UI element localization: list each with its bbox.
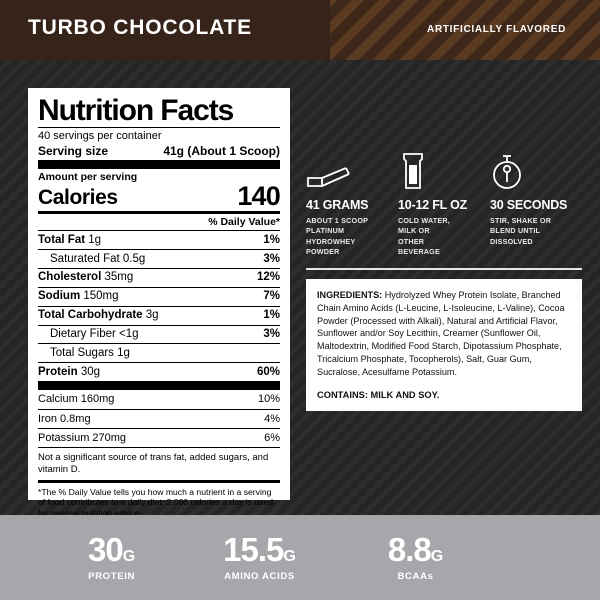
vitamin-percent: 6% [264,431,280,444]
stat-label: PROTEIN [88,571,135,582]
nutrient-row: Cholesterol 35mg 12% [38,267,280,287]
calories-value: 140 [237,181,280,212]
stat-number: 15.5 [223,531,284,568]
direction-subtext: STIR, SHAKE OR BLEND UNTIL DISSOLVED [490,216,552,246]
stat-number: 30 [88,531,124,568]
nutrient-label: Dietary Fiber <1g [50,328,139,341]
vitamin-percent: 10% [257,393,280,406]
ingredients-label: INGREDIENTS: [317,289,383,300]
nutrient-percent: 7% [263,290,280,303]
vitamin-row: Potassium 270mg 6% [38,427,280,447]
servings-per-container: 40 servings per container [38,130,162,143]
direction-item-time: 30 SECONDS STIR, SHAKE OR BLEND UNTIL DI… [490,150,582,258]
direction-heading: 41 GRAMS [306,198,369,212]
vitamin-row: Calcium 160mg 10% [38,390,280,408]
stat-label: BCAAs [397,571,434,582]
vitamin-row-list: Calcium 160mg 10% Iron 0.8mg 4% Potassium 27… [38,390,280,447]
stat-value: 8.8G [388,533,443,566]
section-divider [306,267,582,270]
allergen-contains-statement: CONTAINS: MILK AND SOY. [317,390,440,401]
nutrient-row-list: Total Fat 1g 1% Saturated Fat 0.5g 3% Choles… [38,230,280,381]
nutrient-percent: 3% [263,252,280,265]
amount-per-serving-label: Amount per serving [38,171,138,184]
nutrient-row: Sodium 150mg 7% [38,286,280,306]
stats-bar: 30G PROTEIN 15.5G AMINO ACIDS 8.8G BCAAs [0,515,600,600]
nutrient-label: Protein 30g [38,365,101,378]
direction-item-liquid: 10-12 FL OZ COLD WATER, MILK OR OTHER BE… [398,150,490,258]
direction-subtext: COLD WATER, MILK OR OTHER BEVERAGE [398,216,450,257]
stat-value: 30G [88,533,135,566]
stat-amino-acids: 15.5G AMINO ACIDS [223,533,296,582]
right-column: 41 GRAMS ABOUT 1 SCOOP PLATINUM HYDROWHE… [306,150,582,412]
nutrient-label: Saturated Fat 0.5g [50,252,146,265]
direction-item-scoop: 41 GRAMS ABOUT 1 SCOOP PLATINUM HYDROWHE… [306,150,398,258]
vitamin-label: Calcium 160mg [38,393,115,406]
serving-size-value: 41g (About 1 Scoop) [163,144,280,159]
nutrient-percent: 60% [256,365,280,378]
ingredients-panel: INGREDIENTS: Hydrolyzed Whey Protein Iso… [306,278,582,412]
ingredients-body: Hydrolyzed Whey Protein Isolate, Branche… [317,289,565,378]
nutrient-percent: 1% [263,233,280,246]
directions-row: 41 GRAMS ABOUT 1 SCOOP PLATINUM HYDROWHE… [306,150,582,258]
daily-value-header: % Daily Value* [208,216,280,229]
direction-heading: 30 SECONDS [490,198,568,212]
nutrient-label: Total Carbohydrate 3g [38,309,159,322]
nutrient-label: Total Fat 1g [38,233,102,246]
nutrient-row: Saturated Fat 0.5g 3% [38,249,280,268]
nutrient-row: Total Sugars 1g [38,343,280,362]
vitamin-percent: 4% [264,412,280,425]
header-bar: TURBO CHOCOLATE ARTIFICIALLY FLAVORED [0,0,600,60]
header-stripe-pattern [330,0,600,60]
stopwatch-icon [490,150,582,192]
nutrient-row: Protein 30g 60% [38,362,280,381]
page-title: TURBO CHOCOLATE [28,16,252,39]
nutrient-label: Total Sugars 1g [50,346,130,359]
stat-unit: G [283,548,296,565]
stat-unit: G [122,548,136,565]
nutrition-facts-panel: Nutrition Facts 40 servings per containe… [28,88,290,518]
not-significant-source-note: Not a significant source of trans fat, a… [38,447,280,480]
nutrient-row: Total Carbohydrate 3g 1% [38,305,280,325]
ingredients-text: INGREDIENTS: Hydrolyzed Whey Protein Iso… [317,289,571,379]
stat-value: 15.5G [223,533,296,566]
vitamin-label: Potassium 270mg [38,431,127,444]
nutrient-row: Dietary Fiber <1g 3% [38,324,280,344]
stat-number: 8.8 [387,531,432,568]
serving-size-label: Serving size [38,144,109,159]
direction-subtext: ABOUT 1 SCOOP PLATINUM HYDROWHEY POWDER [306,216,369,257]
direction-heading: 10-12 FL OZ [398,198,468,212]
nutrient-percent: 12% [256,271,280,284]
nutrient-label: Cholesterol 35mg [38,271,134,284]
nutrition-facts-title: Nutrition Facts [38,94,234,127]
shaker-cup-icon [398,150,490,192]
stat-bcaas: 8.8G BCAAs [388,533,443,582]
calories-label: Calories [38,186,118,210]
daily-value-footnote: *The % Daily Value tells you how much a … [38,479,280,518]
stat-unit: G [430,548,444,565]
flavor-disclaimer: ARTIFICIALLY FLAVORED [427,24,566,35]
scoop-icon [306,150,398,192]
nutrient-row: Total Fat 1g 1% [38,230,280,249]
vitamin-label: Iron 0.8mg [38,412,91,425]
nutrient-percent: 3% [263,328,280,341]
stat-protein: 30G PROTEIN [88,533,135,582]
serving-size-row: Serving size 41g (About 1 Scoop) [38,143,280,160]
calories-row: Calories 140 [38,181,281,212]
nutrient-label: Sodium 150mg [38,290,119,303]
nutrient-percent: 1% [263,309,280,322]
vitamin-row: Iron 0.8mg 4% [38,408,280,428]
stat-label: AMINO ACIDS [224,571,295,582]
